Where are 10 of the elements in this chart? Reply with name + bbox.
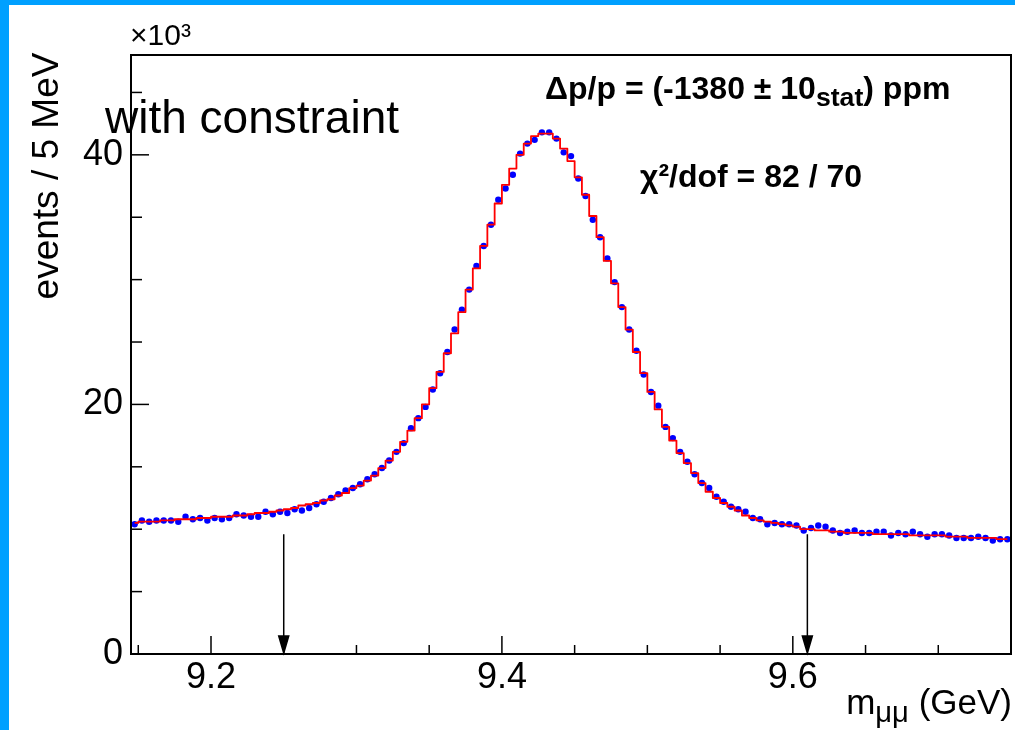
y-tick-label: 0 (102, 630, 123, 672)
x-tick-label: 9.4 (476, 654, 527, 696)
text: ×10³ (130, 18, 191, 51)
x-axis-title: m$_{μμ}$ (GeV) (846, 682, 1012, 728)
annotation: χ²/dof = 82 / 70 (640, 158, 863, 194)
x-tick-label: 9.6 (767, 654, 818, 696)
y-axis-title: events / 5 MeV (24, 52, 66, 300)
y-tick-label: 20 (82, 381, 123, 423)
x-tick-label: 9.2 (185, 654, 237, 696)
annotation: Δp/p = (-1380 ± 10$_{stat}$) ppm (545, 70, 951, 113)
